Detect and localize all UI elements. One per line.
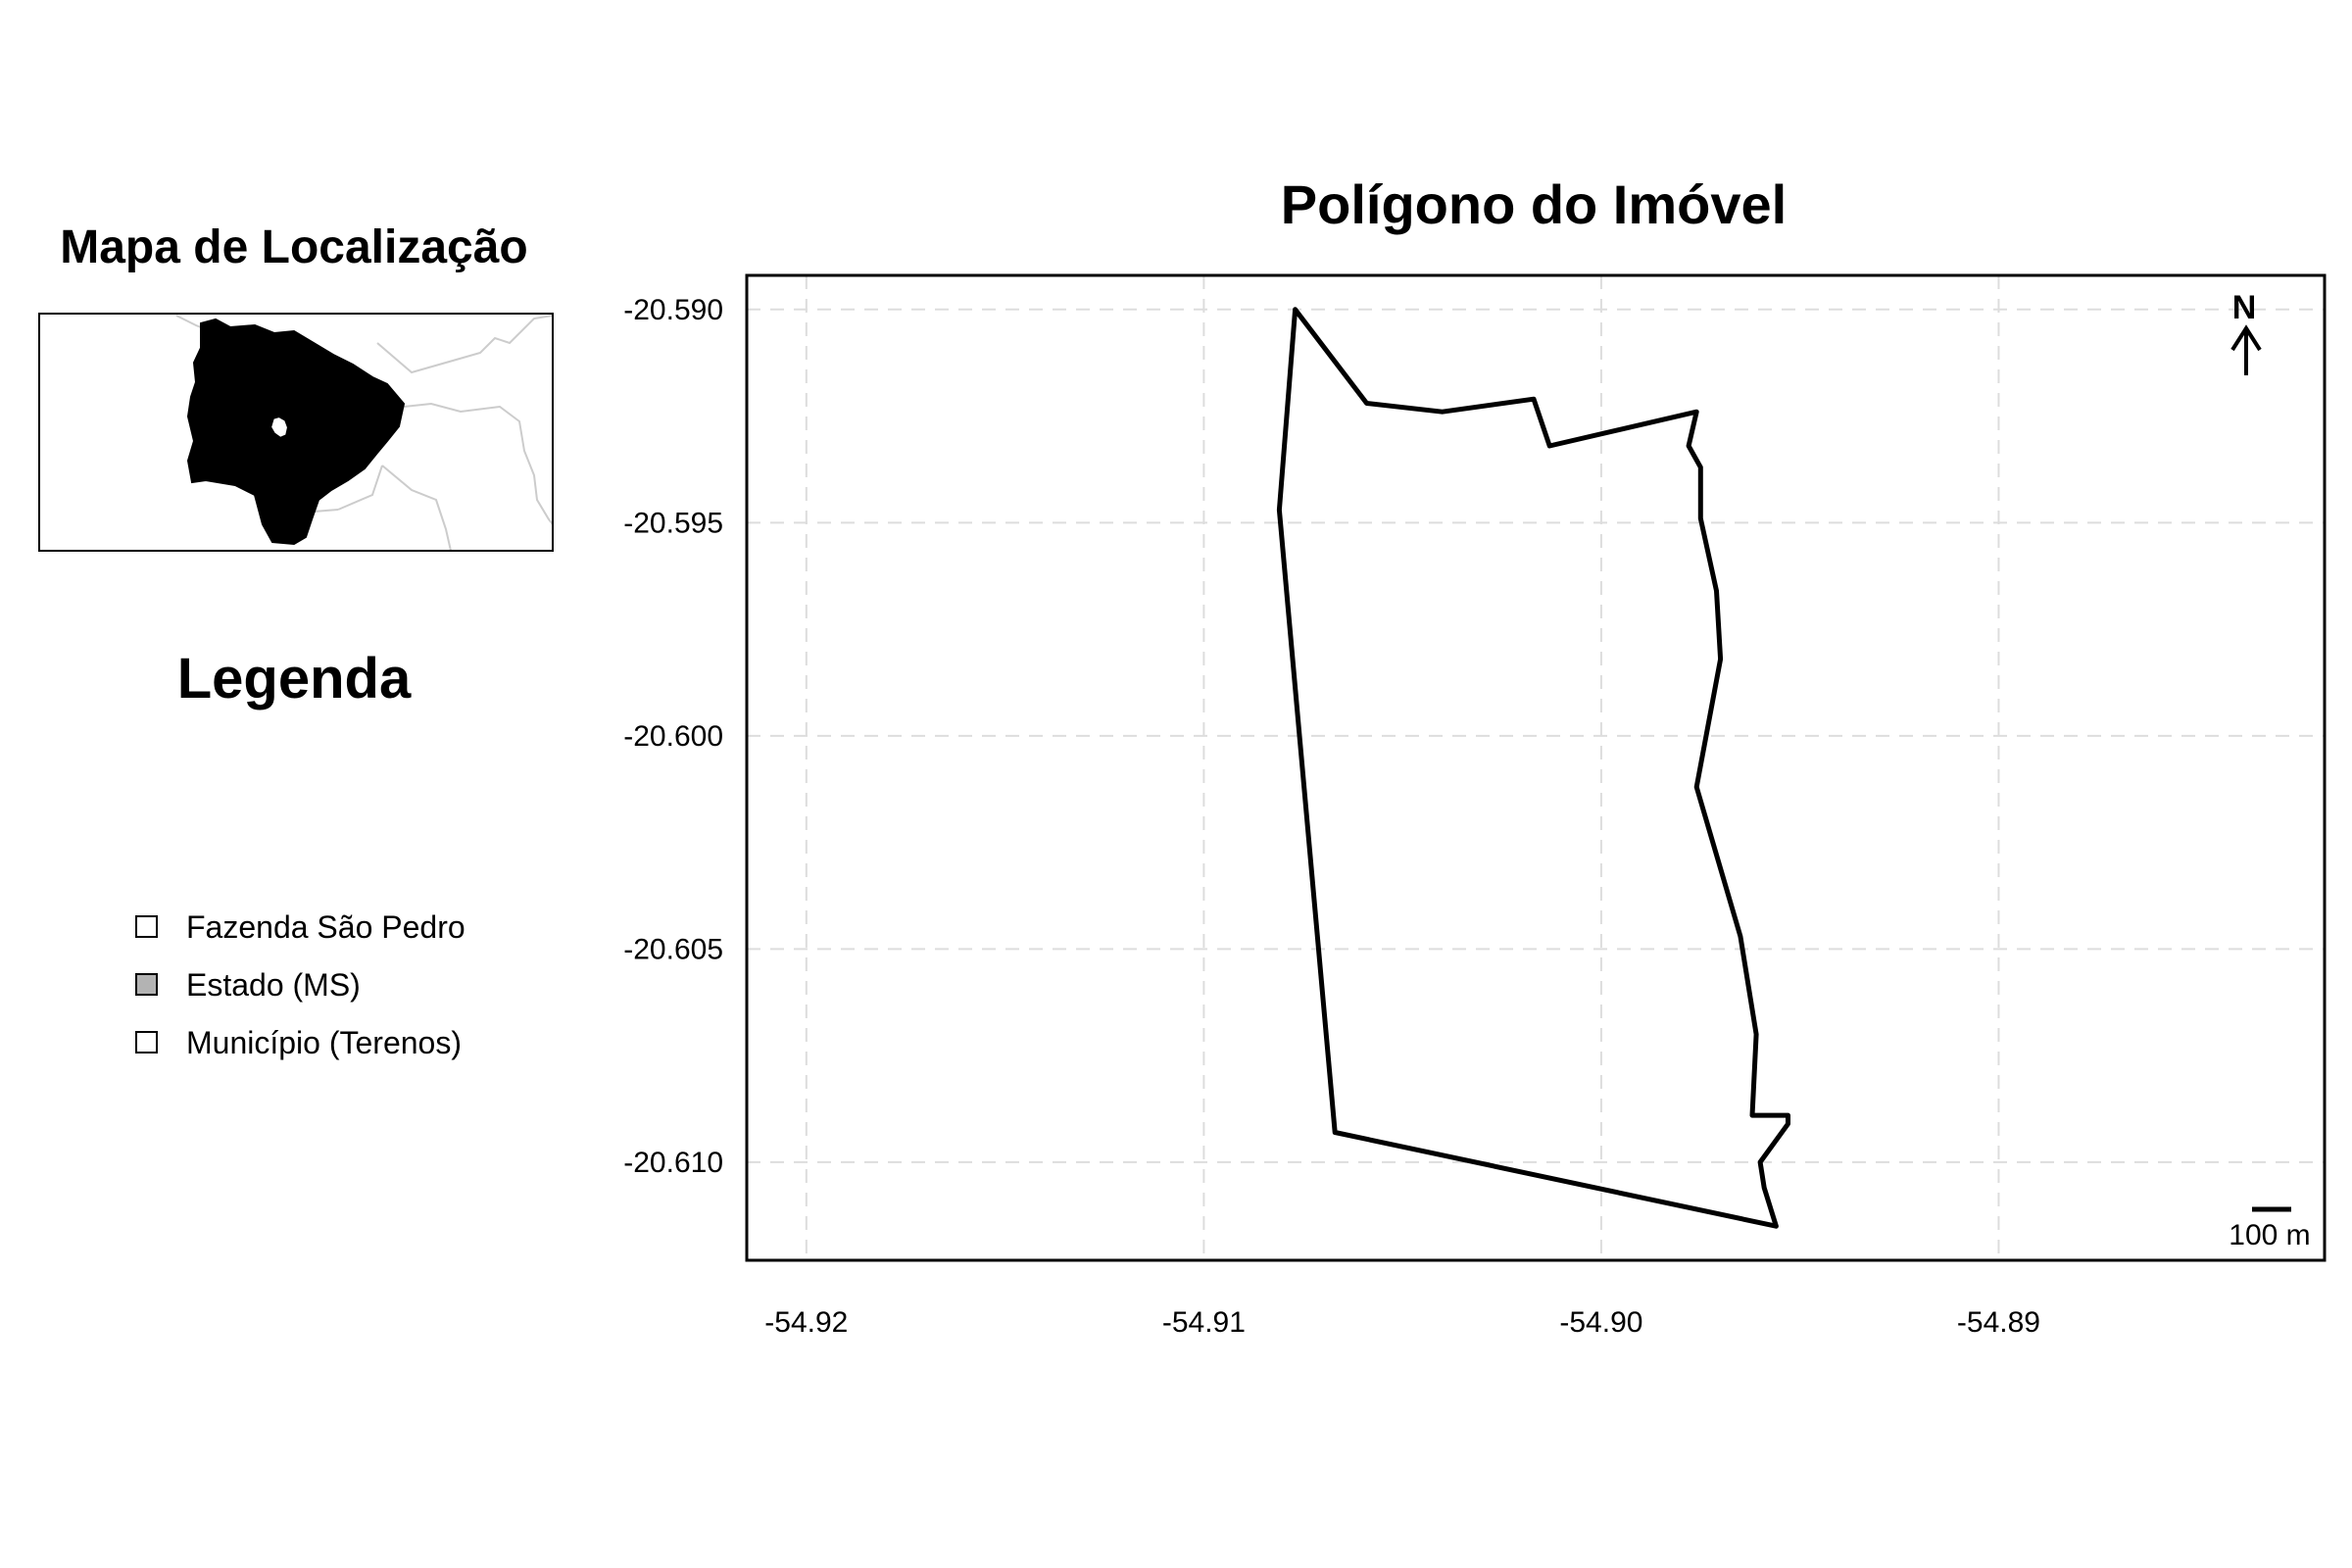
legend-title: Legenda [177, 647, 412, 710]
inset-map-frame [38, 313, 554, 552]
legend: Fazenda São Pedro Estado (MS) Município … [135, 909, 466, 1060]
legend-item: Estado (MS) [135, 967, 361, 1003]
municipality-terenos-shape [267, 413, 292, 442]
legend-label: Município (Terenos) [186, 1025, 462, 1060]
north-arrow-icon [2230, 324, 2262, 375]
x-tick-label: -54.92 [764, 1306, 848, 1339]
y-axis-ticks: -20.590 -20.595 -20.600 -20.605 -20.610 [623, 294, 723, 1179]
scale-bar-label: 100 m [2229, 1219, 2310, 1251]
scale-bar: 100 m [2229, 1206, 2311, 1251]
grid-lines [747, 275, 2325, 1260]
legend-swatch [135, 1031, 158, 1054]
inset-map [38, 313, 554, 552]
legend-swatch [135, 915, 158, 938]
y-tick-label: -20.595 [623, 507, 723, 539]
legend-label: Fazenda São Pedro [186, 909, 466, 945]
state-ms-shape [186, 318, 406, 546]
y-tick-label: -20.600 [623, 720, 723, 753]
legend-label: Estado (MS) [186, 967, 361, 1003]
legend-swatch [135, 973, 158, 996]
main-map-panel [745, 273, 2327, 1262]
property-polygon [1276, 307, 1790, 1229]
legend-item: Fazenda São Pedro [135, 909, 466, 945]
legend-item: Município (Terenos) [135, 1025, 462, 1060]
north-arrow: N [2230, 289, 2262, 375]
property-boundary [1276, 307, 1790, 1229]
inset-map-title: Mapa de Localização [60, 221, 528, 273]
main-map-frame [745, 273, 2327, 1262]
y-tick-label: -20.590 [623, 294, 723, 326]
x-axis-ticks: -54.92 -54.91 -54.90 -54.89 [764, 1306, 2040, 1339]
main-map-title: Polígono do Imóvel [1281, 173, 1787, 235]
y-tick-label: -20.605 [623, 933, 723, 965]
x-tick-label: -54.91 [1162, 1306, 1246, 1339]
x-tick-label: -54.90 [1559, 1306, 1642, 1339]
x-tick-label: -54.89 [1957, 1306, 2040, 1339]
north-arrow-label: N [2232, 289, 2257, 326]
y-tick-label: -20.610 [623, 1147, 723, 1179]
